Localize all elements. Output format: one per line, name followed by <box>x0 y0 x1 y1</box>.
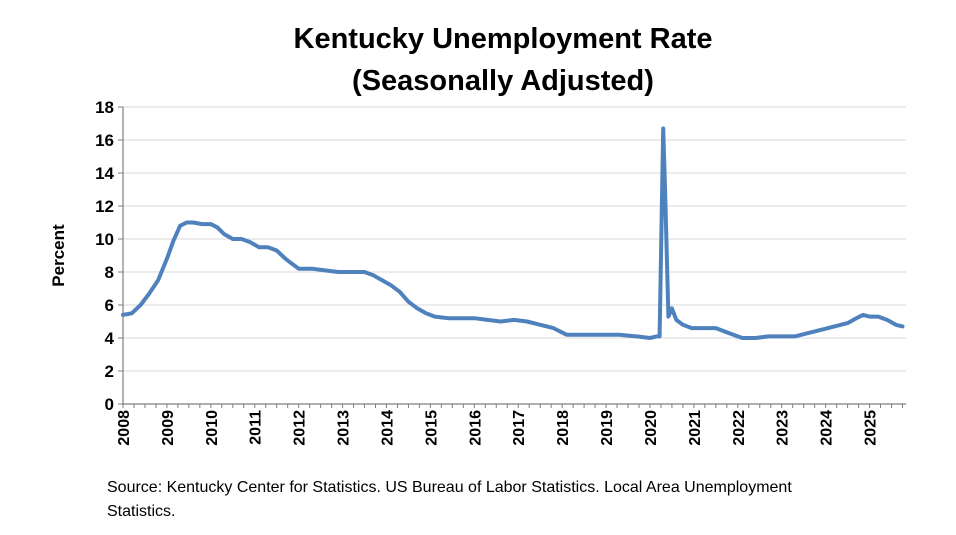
series-line-kentucky-unemployment <box>121 126 905 340</box>
source-note: Source: Kentucky Center for Statistics. … <box>107 479 792 520</box>
y-tick-label: 0 <box>105 395 114 414</box>
x-tick-label: 2025 <box>863 410 880 446</box>
chart-title: Kentucky Unemployment Rate <box>293 23 713 55</box>
x-tick-label: 2013 <box>336 410 353 446</box>
x-tick-label: 2015 <box>423 410 440 446</box>
x-tick-label: 2020 <box>643 410 660 446</box>
x-tick-label: 2014 <box>379 410 396 446</box>
y-tick-label: 16 <box>95 131 114 150</box>
y-tick-label: 10 <box>95 230 114 249</box>
line-chart: 0 2 4 6 8 10 12 14 16 18 2008 2009 2010 2011 2012 2013 2… <box>49 98 906 446</box>
x-tick-label: 2008 <box>116 410 133 446</box>
chart-subtitle: (Seasonally Adjusted) <box>352 65 654 97</box>
x-tick-label: 2009 <box>160 410 177 446</box>
y-tick-label: 18 <box>95 98 114 117</box>
x-tick-label: 2024 <box>819 410 836 446</box>
chart-title-block: Kentucky Unemployment Rate (Seasonally A… <box>0 18 956 102</box>
x-tick-label: 2011 <box>248 410 265 445</box>
x-tick-label: 2022 <box>731 410 748 446</box>
y-tick-label: 6 <box>105 296 114 315</box>
y-axis-label: Percent <box>49 224 68 287</box>
y-tick-label: 14 <box>95 164 114 183</box>
y-tick-label: 12 <box>95 197 114 216</box>
y-tick-label: 2 <box>105 362 114 381</box>
x-tick-label: 2021 <box>687 410 704 446</box>
x-tick-label: 2010 <box>204 410 221 446</box>
x-tick-label: 2023 <box>775 410 792 446</box>
y-tick-label: 8 <box>105 263 114 282</box>
x-tick-label: 2017 <box>511 410 528 446</box>
y-tick-label: 4 <box>105 329 115 348</box>
x-tick-label: 2018 <box>555 410 572 446</box>
x-tick-label: 2012 <box>292 410 309 446</box>
x-tick-label: 2016 <box>467 410 484 446</box>
x-tick-label: 2019 <box>599 410 616 446</box>
